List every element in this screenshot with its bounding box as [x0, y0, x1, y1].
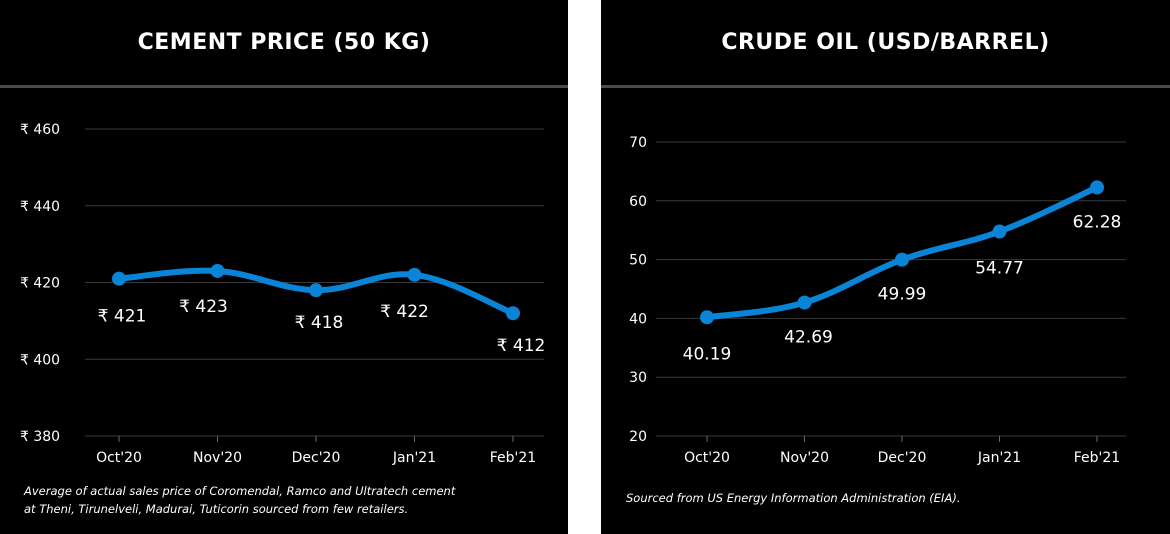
y-tick-label: 70: [629, 135, 647, 151]
data-point: [895, 252, 909, 267]
data-point: [700, 310, 714, 325]
cement-price-chart: ₹ 380 ₹ 400 ₹ 420 ₹ 440 ₹ 460 Oct'20 Nov'20 Dec…: [20, 122, 546, 466]
x-tick-label: Dec'20: [878, 450, 927, 466]
data-label: 40.19: [683, 344, 732, 364]
y-tick-label: 30: [629, 370, 647, 386]
title-divider: [601, 85, 1170, 88]
x-tick-label: Oct'20: [684, 450, 730, 466]
cement-footnote: Average of actual sales price of Coromen…: [24, 482, 494, 518]
data-point: [407, 267, 422, 282]
data-label: 49.99: [878, 285, 927, 305]
data-label: 42.69: [784, 328, 833, 348]
y-tick-label: ₹ 420: [20, 276, 60, 292]
data-point: [506, 306, 520, 321]
title-divider: [0, 85, 568, 88]
cement-price-panel: CEMENT PRICE (50 KG) ₹ 380 ₹ 400 ₹ 420 ₹ 44…: [0, 0, 568, 534]
data-label: ₹ 418: [295, 313, 344, 333]
x-tick-label: Feb'21: [1074, 450, 1120, 466]
x-tick-label: Dec'20: [292, 450, 341, 466]
y-tick-label: ₹ 440: [20, 199, 60, 215]
data-label: ₹ 421: [98, 307, 147, 327]
data-point: [112, 271, 126, 286]
x-tick-label: Nov'20: [780, 450, 829, 466]
x-tick-label: Nov'20: [193, 450, 242, 466]
crude-oil-chart: 20 30 40 50 60 70 Oct'20 Nov'20 Dec'20 Jan'21 Feb'…: [629, 135, 1126, 466]
y-tick-label: ₹ 380: [20, 429, 60, 445]
data-point: [309, 283, 323, 298]
y-tick-label: 40: [629, 311, 647, 327]
data-label: ₹ 412: [497, 336, 546, 356]
cement-footnote-line-1: Average of actual sales price of Coromen…: [24, 484, 456, 498]
crude-footnote: Sourced from US Energy Information Admin…: [626, 491, 961, 505]
x-tick-label: Oct'20: [96, 450, 142, 466]
cement-footnote-line-2: at Theni, Tirunelveli, Madurai, Tuticori…: [24, 502, 409, 516]
y-tick-label: 20: [629, 429, 647, 445]
x-tick-label: Feb'21: [490, 450, 536, 466]
crude-oil-panel: CRUDE OIL (USD/BARREL) 20 30 40 50 60 70 Oct'2…: [601, 0, 1170, 534]
y-tick-label: 50: [629, 253, 647, 269]
data-label: ₹ 422: [380, 302, 429, 322]
data-label: ₹ 423: [179, 297, 228, 317]
x-tick-label: Jan'21: [392, 450, 436, 466]
y-tick-label: 60: [629, 194, 647, 210]
crude-chart-title: CRUDE OIL (USD/BARREL): [721, 30, 1050, 55]
x-tick-label: Jan'21: [977, 450, 1021, 466]
data-label: 62.28: [1073, 212, 1122, 232]
cement-chart-title: CEMENT PRICE (50 KG): [137, 30, 431, 55]
data-point: [797, 295, 812, 310]
y-tick-label: ₹ 460: [20, 122, 60, 138]
y-tick-label: ₹ 400: [20, 352, 60, 368]
data-point: [992, 224, 1007, 239]
data-point: [210, 263, 225, 278]
data-point: [1090, 180, 1104, 195]
data-label: 54.77: [975, 259, 1024, 279]
